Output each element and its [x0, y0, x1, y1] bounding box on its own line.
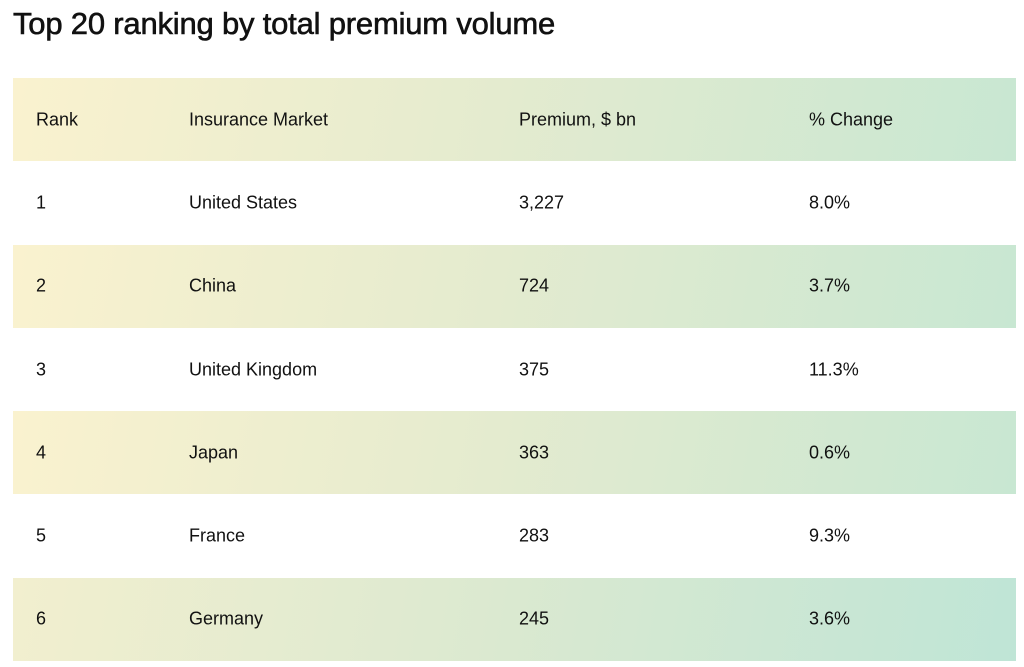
cell-market: Germany	[189, 608, 264, 629]
table-row: 4 Japan 363 0.6%	[13, 411, 1016, 495]
table-row: 3 United Kingdom 375 11.3%	[13, 328, 1016, 411]
cell-change: 8.0%	[809, 192, 851, 213]
cell-premium: 245	[519, 608, 550, 629]
cell-rank: 2	[36, 275, 47, 296]
page-title: Top 20 ranking by total premium volume	[13, 6, 556, 42]
cell-rank: 5	[36, 525, 47, 546]
cell-change: 0.6%	[809, 442, 851, 463]
table-header-row: Rank Insurance Market Premium, $ bn % Ch…	[13, 78, 1016, 162]
table-row: 1 United States 3,227 8.0%	[13, 161, 1016, 244]
cell-change: 11.3%	[809, 359, 859, 380]
cell-market: United States	[189, 192, 298, 213]
ranking-table: Rank Insurance Market Premium, $ bn % Ch…	[13, 78, 1016, 662]
table-row: 5 France 283 9.3%	[13, 494, 1016, 577]
cell-change: 3.7%	[809, 275, 851, 296]
cell-market: China	[189, 275, 237, 296]
cell-rank: 1	[36, 192, 47, 213]
table-row: 6 Germany 245 3.6%	[13, 577, 1016, 662]
cell-premium: 283	[519, 525, 550, 546]
cell-premium: 363	[519, 442, 550, 463]
cell-premium: 375	[519, 359, 550, 380]
cell-rank: 3	[36, 359, 47, 380]
cell-rank: 6	[36, 608, 47, 629]
header-rank: Rank	[36, 109, 79, 130]
cell-market: Japan	[189, 442, 239, 463]
header-percent-change: % Change	[809, 109, 894, 130]
cell-premium: 3,227	[519, 192, 565, 213]
cell-rank: 4	[36, 442, 47, 463]
table-row: 2 China 724 3.7%	[13, 244, 1016, 328]
cell-market: United Kingdom	[189, 359, 318, 380]
header-insurance-market: Insurance Market	[189, 109, 329, 130]
cell-market: France	[189, 525, 246, 546]
cell-change: 9.3%	[809, 525, 851, 546]
cell-change: 3.6%	[809, 608, 851, 629]
header-premium: Premium, $ bn	[519, 109, 637, 130]
cell-premium: 724	[519, 275, 550, 296]
